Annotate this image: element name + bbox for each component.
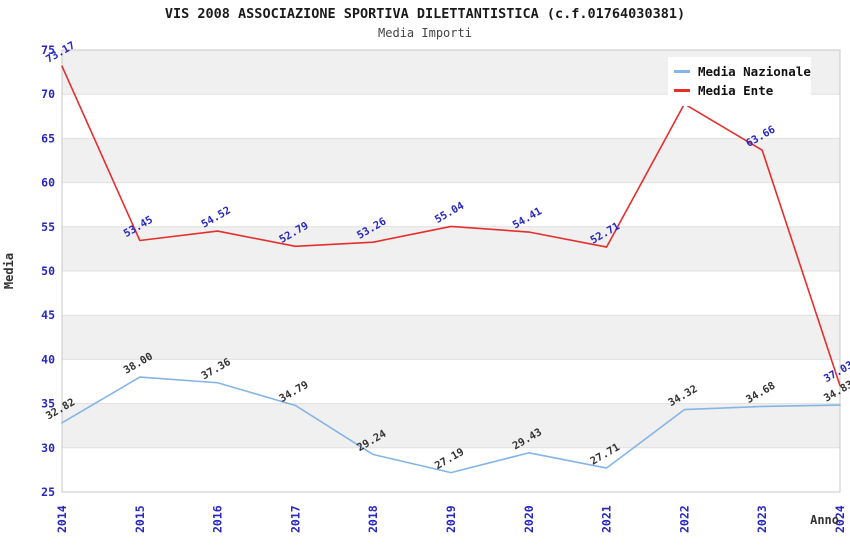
x-tick-label-2018: 2018 — [366, 505, 380, 533]
x-tick-label-2019: 2019 — [444, 505, 458, 533]
x-tick-label-2024: 2024 — [833, 505, 847, 533]
plot-band — [62, 138, 840, 183]
y-tick-label-45: 45 — [41, 308, 55, 322]
legend: Media Nazionale Media Ente — [668, 57, 811, 106]
legend-swatch-media-nazionale-icon — [674, 70, 690, 73]
y-tick-label-30: 30 — [41, 441, 55, 455]
plot-band — [62, 403, 840, 448]
x-tick-label-2021: 2021 — [600, 505, 614, 533]
y-tick-label-35: 35 — [41, 397, 55, 411]
chart-subtitle: Media Importi — [378, 26, 472, 40]
y-tick-label-60: 60 — [41, 176, 55, 190]
legend-swatch-media-ente-icon — [674, 89, 690, 92]
y-tick-label-75: 75 — [41, 43, 55, 57]
x-tick-label-2016: 2016 — [211, 505, 225, 533]
y-tick-label-50: 50 — [41, 264, 55, 278]
x-axis-title: Anno — [810, 513, 839, 527]
y-tick-label-40: 40 — [41, 352, 55, 366]
plot-band — [62, 182, 840, 227]
x-tick-label-2023: 2023 — [755, 505, 769, 533]
plot-band — [62, 271, 840, 316]
plot-band — [62, 315, 840, 360]
y-axis-title: Media — [2, 252, 16, 290]
legend-label-media-nazionale: Media Nazionale — [698, 64, 811, 79]
x-tick-label-2020: 2020 — [522, 505, 536, 533]
series-line-media-ente — [61, 65, 841, 387]
chart-title: VIS 2008 ASSOCIAZIONE SPORTIVA DILETTANT… — [164, 6, 686, 22]
plot-band — [62, 447, 840, 492]
plot-frame — [61, 49, 841, 493]
x-tick-label-2017: 2017 — [288, 505, 302, 533]
series-line-media-nazionale — [61, 376, 841, 474]
legend-item-media-nazionale[interactable]: Media Nazionale — [674, 62, 811, 81]
y-tick-label-55: 55 — [41, 220, 55, 234]
legend-label-media-ente: Media Ente — [698, 83, 774, 98]
x-tick-label-2014: 2014 — [55, 505, 69, 533]
plot-band — [62, 359, 840, 404]
y-tick-label-65: 65 — [41, 131, 55, 145]
y-tick-label-25: 25 — [41, 485, 55, 499]
x-tick-label-2015: 2015 — [133, 505, 147, 533]
x-tick-label-2022: 2022 — [677, 505, 691, 533]
y-tick-label-70: 70 — [41, 87, 55, 101]
plot-band — [62, 226, 840, 271]
legend-item-media-ente[interactable]: Media Ente — [674, 81, 805, 100]
